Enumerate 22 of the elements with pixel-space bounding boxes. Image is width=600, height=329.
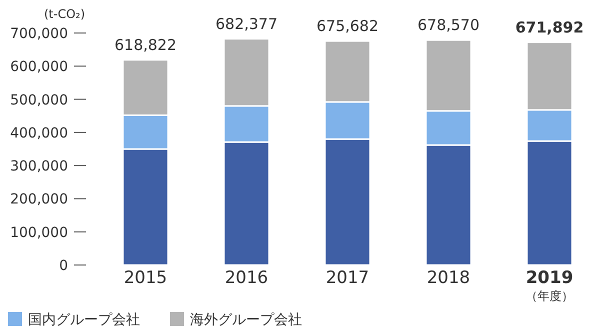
x-tick-label: 2017 [326, 268, 370, 288]
y-tick-label: 300,000 [10, 158, 68, 175]
text: （年度） [526, 289, 574, 303]
y-tick-label: 400,000 [10, 125, 68, 142]
legend-label: 国内グループ会社 [28, 312, 140, 328]
y-tick-label: 200,000 [10, 192, 68, 208]
x-tick-label: 2019 [526, 268, 574, 288]
legend-label: 海外グループ会社 [190, 312, 302, 328]
total-label: 671,892 [515, 18, 584, 36]
y-tick-label: 500,000 [10, 92, 68, 108]
total-label: 682,377 [215, 14, 278, 33]
x-tick-label: 2016 [224, 268, 268, 288]
total-label: 678,570 [417, 16, 480, 34]
total-label: 618,822 [114, 36, 177, 54]
x-tick-label: 2015 [124, 268, 168, 288]
y-tick-label: 600,000 [10, 59, 68, 76]
y-axis-title: (t-CO₂) [44, 7, 86, 21]
y-tick-label: 0 [59, 258, 68, 274]
total-label: 675,682 [316, 17, 379, 36]
x-tick-label: 2018 [426, 268, 470, 288]
y-tick-label: 700,000 [10, 26, 68, 42]
y-tick-label: 100,000 [10, 224, 68, 241]
